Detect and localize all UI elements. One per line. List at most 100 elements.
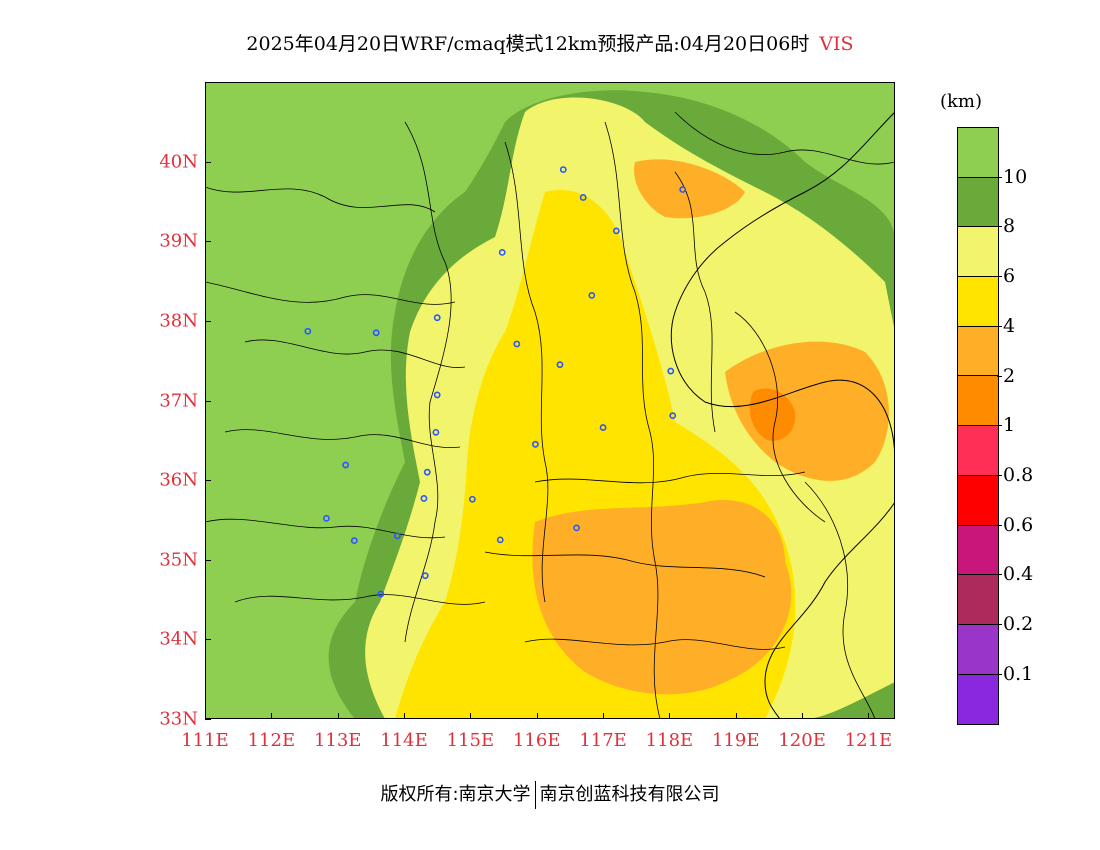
station-marker	[350, 537, 358, 545]
colorbar-segment	[958, 674, 998, 725]
colorbar-segment	[958, 376, 998, 427]
lon-tick	[271, 713, 273, 719]
station-marker	[421, 572, 429, 580]
colorbar-label: 6	[1003, 265, 1016, 288]
lat-tick-label: 35N	[159, 549, 198, 571]
lon-tick	[735, 713, 737, 719]
station-marker	[513, 340, 521, 348]
colorbar-segment	[958, 227, 998, 278]
lon-tick-label: 119E	[712, 730, 760, 751]
vis-field-2-4	[532, 500, 792, 695]
station-marker	[468, 495, 476, 503]
lon-tick	[603, 713, 605, 719]
colorbar-tick	[997, 375, 1002, 377]
coastline	[670, 111, 895, 719]
lon-tick-label: 113E	[313, 730, 362, 751]
station-marker	[377, 590, 385, 598]
station-marker	[559, 166, 567, 173]
vis-field-2-4-north	[634, 159, 745, 219]
lon-tick	[205, 713, 206, 719]
forecast-map	[205, 82, 895, 719]
colorbar	[957, 127, 999, 726]
lat-tick	[205, 719, 211, 720]
station-marker	[669, 412, 677, 420]
vis-field-1-2	[749, 388, 796, 441]
colorbar-tick	[997, 226, 1002, 228]
colorbar-label: 0.6	[1003, 513, 1034, 536]
copyright-left: 版权所有:南京大学	[380, 784, 531, 805]
colorbar-segment	[958, 326, 998, 377]
lat-tick	[205, 161, 211, 163]
colorbar-tick	[997, 325, 1002, 327]
station-marker	[304, 327, 312, 335]
colorbar-label: 0.4	[1003, 563, 1034, 586]
station-marker	[498, 248, 506, 256]
station-marker	[496, 536, 504, 544]
colorbar-unit: (km)	[940, 91, 983, 112]
colorbar-label: 10	[1003, 165, 1028, 188]
lat-tick-label: 39N	[159, 230, 198, 252]
colorbar-label: 0.2	[1003, 613, 1034, 635]
lat-tick	[205, 639, 211, 641]
lon-tick-label: 117E	[579, 730, 627, 751]
colorbar-tick	[997, 474, 1002, 476]
colorbar-tick	[997, 176, 1002, 178]
colorbar-segment	[958, 525, 998, 576]
title-variable: VIS	[819, 33, 854, 55]
colorbar-label: 0.1	[1003, 662, 1034, 685]
copyright-footer: 版权所有:南京大学 南京创蓝科技有限公司	[0, 780, 1100, 809]
lon-tick-label: 120E	[778, 730, 826, 751]
colorbar-label: 8	[1003, 215, 1016, 238]
station-marker	[573, 524, 580, 532]
lat-tick	[205, 480, 211, 482]
lat-tick-label: 40N	[159, 151, 198, 173]
station-marker	[679, 186, 687, 193]
lat-tick-label: 37N	[159, 390, 198, 411]
title-main: 2025年04月20日WRF/cmaq模式12km预报产品:04月20日06时	[246, 33, 810, 55]
station-marker	[433, 314, 441, 322]
lon-tick-label: 112E	[247, 730, 296, 751]
station-marker	[420, 495, 428, 502]
colorbar-tick	[997, 524, 1002, 526]
lat-tick	[205, 400, 211, 402]
colorbar-label: 1	[1003, 414, 1016, 437]
lat-tick	[205, 241, 211, 243]
lon-tick-label: 114E	[380, 730, 428, 751]
vis-field-2-4-coast	[725, 341, 889, 481]
colorbar-label: 4	[1003, 314, 1016, 337]
station-marker	[372, 329, 380, 337]
colorbar-tick	[997, 425, 1002, 427]
colorbar-segment	[958, 426, 998, 476]
colorbar-label: 2	[1003, 364, 1016, 387]
lon-tick-label: 118E	[645, 730, 694, 751]
lat-tick-label: 36N	[159, 469, 198, 491]
station-marker	[556, 361, 564, 369]
lon-tick	[470, 713, 472, 719]
lon-tick-label: 111E	[181, 730, 229, 751]
lon-tick	[404, 713, 406, 719]
colorbar-tick	[997, 276, 1002, 278]
colorbar-segment	[958, 624, 998, 675]
station-marker	[667, 367, 675, 375]
colorbar-label: 0.8	[1003, 463, 1034, 486]
lon-tick-label: 115E	[446, 730, 495, 751]
copyright-right: 南京创蓝科技有限公司	[539, 784, 720, 805]
lon-tick-label: 121E	[844, 730, 893, 751]
chart-title: 2025年04月20日WRF/cmaq模式12km预报产品:04月20日06时 V…	[0, 29, 1100, 56]
lat-tick-label: 38N	[159, 310, 198, 332]
station-marker	[599, 424, 607, 431]
colorbar-segment	[958, 277, 998, 327]
station-marker	[588, 291, 596, 299]
station-marker	[323, 514, 330, 522]
footer-separator	[534, 781, 536, 809]
lon-tick	[868, 713, 870, 719]
lon-tick	[802, 713, 804, 719]
lat-tick-label: 34N	[159, 628, 198, 650]
station-marker	[423, 468, 431, 476]
admin-boundaries	[205, 111, 895, 719]
colorbar-tick	[997, 624, 1002, 625]
station-marker	[342, 461, 350, 469]
colorbar-segment	[958, 575, 998, 625]
colorbar-segment	[958, 177, 998, 228]
colorbar-segment	[958, 475, 998, 526]
